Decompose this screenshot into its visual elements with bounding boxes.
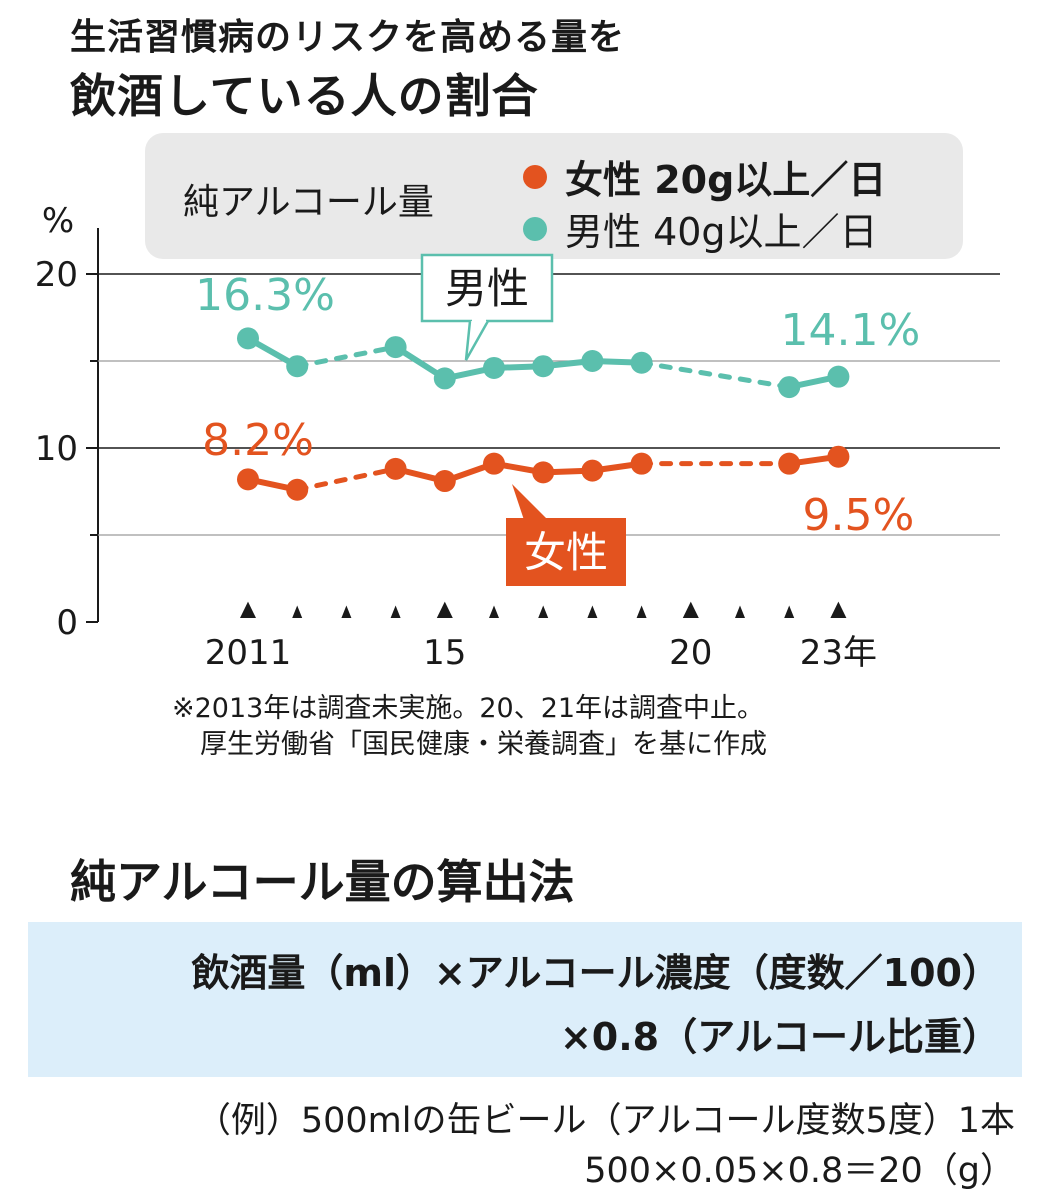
example-line1: （例）500mlの缶ビール（アルコール度数5度）1本 (195, 1101, 1015, 1141)
legend-title: 純アルコール量 (183, 182, 434, 223)
female-point (827, 445, 850, 468)
x-tick-minor (538, 605, 549, 618)
x-tick-minor (292, 605, 303, 618)
formula-line1: 飲酒量（ml）×アルコール濃度（度数／100） (191, 951, 1000, 995)
x-tick-minor (636, 605, 647, 618)
male-callout-label: 男性 (445, 264, 529, 313)
legend-item-female: 女性 20g以上／日 (523, 149, 886, 204)
legend-box: 純アルコール量 女性 20g以上／日 男性 40g以上／日 (145, 133, 963, 259)
x-tick-minor (489, 605, 499, 618)
x-tick-label: 20 (669, 633, 712, 673)
female-dot-icon (523, 164, 547, 189)
y-tick-label: 10 (35, 429, 78, 469)
male-point (581, 350, 604, 372)
formula-box: 飲酒量（ml）×アルコール濃度（度数／100） ×0.8（アルコール比重） (28, 922, 1022, 1077)
female-callout-pointer (512, 484, 548, 520)
x-tick-major (830, 601, 847, 618)
female-point (630, 452, 653, 475)
chart-title-line1: 生活習慣病のリスクを高める量を (70, 17, 626, 58)
x-tick-label: 15 (423, 633, 466, 673)
female-line-dotted (294, 466, 399, 493)
y-unit-label: % (42, 201, 74, 241)
x-tick-minor (735, 605, 745, 618)
x-tick-minor (587, 605, 598, 618)
female-point (483, 452, 505, 475)
male-callout-box (420, 253, 554, 323)
x-tick-label: 2011 (205, 633, 292, 673)
y-tick-label: 20 (35, 255, 78, 295)
male-callout-pointer (464, 320, 490, 361)
male-point (286, 355, 309, 378)
female-point (581, 459, 604, 482)
male-line-dotted (294, 344, 399, 369)
legend-item-male: 男性 40g以上／日 (523, 201, 878, 256)
male-point (237, 327, 259, 350)
male-end-value-label: 14.1% (781, 305, 921, 356)
male-point (778, 376, 801, 399)
example-line2: 500×0.05×0.8＝20（g） (584, 1151, 1015, 1191)
female-point (237, 468, 259, 491)
female-point (286, 478, 309, 501)
male-start-value-label: 16.3% (195, 270, 335, 321)
female-point (384, 457, 407, 480)
x-tick-label: 23年 (800, 633, 877, 673)
note-line2: 厚生労働省「国民健康・栄養調査」を基に作成 (200, 729, 767, 760)
chart-title-line2: 飲酒している人の割合 (70, 69, 539, 123)
female-callout-box (506, 518, 626, 586)
calc-title: 純アルコール量の算出法 (70, 855, 575, 909)
male-point (433, 367, 456, 390)
female-start-value-label: 8.2% (202, 415, 314, 466)
x-tick-major (436, 601, 453, 618)
female-point (778, 452, 801, 475)
note-line1: ※2013年は調査未実施。20、21年は調査中止。 (172, 693, 765, 724)
legend-female-label: 女性 20g以上／日 (565, 158, 887, 202)
male-point (483, 356, 505, 379)
x-tick-minor (784, 605, 795, 618)
male-line-dotted (639, 360, 792, 390)
female-point (433, 470, 456, 493)
male-point (384, 336, 407, 359)
legend-male-label: 男性 40g以上／日 (565, 210, 878, 254)
female-end-value-label: 9.5% (803, 490, 915, 541)
male-dot-icon (523, 216, 547, 241)
x-tick-major (240, 601, 256, 618)
x-tick-major (682, 601, 699, 618)
male-point (630, 351, 653, 374)
x-tick-minor (390, 605, 401, 618)
male-point (532, 355, 555, 378)
male-point (827, 365, 850, 388)
formula-line2: ×0.8（アルコール比重） (559, 1015, 1000, 1059)
female-callout-label: 女性 (524, 528, 608, 577)
female-point (532, 461, 555, 484)
y-tick-label: 0 (56, 603, 78, 643)
x-tick-minor (341, 605, 352, 618)
